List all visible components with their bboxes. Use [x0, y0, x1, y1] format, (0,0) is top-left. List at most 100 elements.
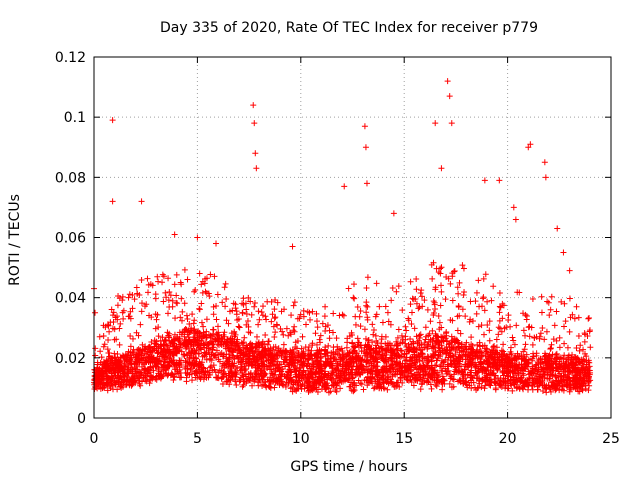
- data-point: [141, 359, 148, 366]
- data-point: [330, 329, 337, 336]
- data-point: [155, 278, 162, 285]
- data-point: [483, 345, 490, 352]
- data-point: [184, 370, 191, 377]
- data-point: [306, 309, 313, 316]
- data-point: [460, 265, 467, 272]
- data-point: [231, 342, 238, 349]
- data-point: [231, 373, 238, 380]
- data-point: [353, 382, 360, 389]
- data-point: [527, 370, 534, 377]
- data-point: [429, 342, 436, 349]
- data-point: [531, 366, 538, 373]
- data-point: [426, 330, 433, 337]
- data-point: [251, 300, 258, 307]
- data-point: [369, 339, 376, 346]
- data-point: [498, 383, 505, 390]
- data-point: [343, 363, 350, 370]
- data-point: [104, 346, 111, 353]
- data-point: [394, 370, 401, 377]
- data-point: [391, 355, 398, 362]
- data-point: [472, 298, 479, 305]
- data-point: [251, 303, 258, 310]
- data-point: [578, 356, 585, 363]
- data-point: [243, 321, 250, 328]
- data-point: [455, 290, 462, 297]
- data-point: [475, 367, 482, 374]
- data-point: [98, 354, 105, 361]
- data-point: [233, 308, 240, 315]
- data-point: [510, 374, 517, 381]
- data-point: [229, 360, 236, 367]
- data-point: [385, 380, 392, 387]
- data-point: [225, 320, 232, 327]
- data-point: [230, 300, 237, 307]
- data-point: [352, 371, 359, 378]
- data-point: [552, 372, 559, 379]
- data-point: [585, 315, 592, 322]
- data-point: [387, 349, 394, 356]
- data-point: [140, 354, 147, 361]
- data-point: [363, 180, 370, 187]
- data-point: [138, 198, 145, 205]
- data-point: [360, 367, 367, 374]
- data-point: [495, 331, 502, 338]
- data-point: [248, 362, 255, 369]
- data-point: [365, 367, 372, 374]
- data-point: [500, 378, 507, 385]
- data-point: [293, 374, 300, 381]
- data-point: [439, 381, 446, 388]
- data-point: [559, 383, 566, 390]
- data-point: [170, 351, 177, 358]
- data-point: [454, 327, 461, 334]
- data-point: [248, 311, 255, 318]
- data-point: [171, 281, 178, 288]
- data-point: [379, 319, 386, 326]
- data-point: [507, 344, 514, 351]
- data-point: [302, 355, 309, 362]
- data-point: [239, 309, 246, 316]
- data-point: [437, 353, 444, 360]
- data-point: [322, 363, 329, 370]
- data-point: [470, 348, 477, 355]
- y-tick-label: 0.04: [55, 291, 86, 307]
- data-point: [342, 377, 349, 384]
- data-point: [403, 374, 410, 381]
- data-point: [432, 340, 439, 347]
- data-point: [408, 379, 415, 386]
- data-point: [305, 371, 312, 378]
- data-point: [183, 378, 190, 385]
- data-point: [97, 359, 104, 366]
- data-point: [505, 317, 512, 324]
- data-point: [380, 368, 387, 375]
- data-point: [177, 314, 184, 321]
- data-point: [355, 339, 362, 346]
- data-point: [194, 234, 201, 241]
- data-point: [440, 338, 447, 345]
- data-point: [383, 358, 390, 365]
- data-point: [401, 363, 408, 370]
- data-point: [584, 370, 591, 377]
- data-point: [422, 324, 429, 331]
- data-point: [314, 324, 321, 331]
- data-point: [558, 382, 565, 389]
- data-point: [468, 356, 475, 363]
- data-point: [352, 321, 359, 328]
- data-point: [541, 371, 548, 378]
- data-point: [139, 347, 146, 354]
- data-point: [564, 344, 571, 351]
- data-point: [518, 377, 525, 384]
- data-point: [161, 338, 168, 345]
- data-point: [270, 344, 277, 351]
- data-point: [539, 388, 546, 395]
- data-point: [471, 384, 478, 391]
- data-point: [488, 297, 495, 304]
- data-point: [381, 363, 388, 370]
- data-point: [160, 356, 167, 363]
- data-point: [261, 366, 268, 373]
- data-point: [359, 356, 366, 363]
- data-point: [482, 382, 489, 389]
- data-point: [138, 276, 145, 283]
- data-point: [439, 373, 446, 380]
- data-point: [475, 323, 482, 330]
- data-point: [174, 366, 181, 373]
